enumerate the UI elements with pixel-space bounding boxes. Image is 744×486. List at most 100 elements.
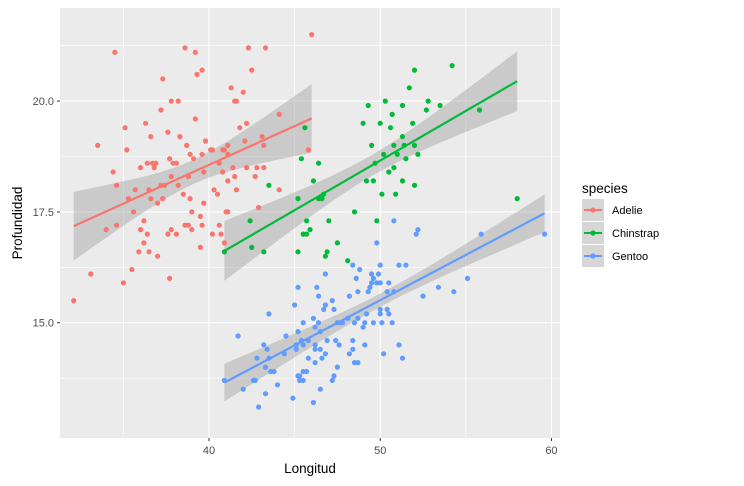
point-adelie	[120, 280, 126, 286]
point-gentoo	[386, 280, 392, 286]
legend: species Adelie Chinstrap Gentoo	[582, 181, 659, 267]
point-adelie	[276, 111, 282, 117]
point-gentoo	[305, 355, 311, 361]
point-gentoo	[399, 355, 406, 361]
point-gentoo	[377, 311, 383, 317]
point-adelie	[141, 218, 147, 224]
point-adelie	[144, 160, 150, 166]
point-adelie	[182, 45, 188, 51]
point-chinstrap	[307, 227, 313, 233]
point-adelie	[194, 71, 200, 78]
point-chinstrap	[351, 209, 358, 215]
legend-point-chinstrap	[590, 230, 596, 236]
point-adelie	[155, 253, 161, 259]
point-chinstrap	[379, 191, 385, 197]
point-chinstrap	[389, 111, 395, 117]
point-adelie	[309, 31, 315, 38]
point-gentoo	[266, 311, 272, 317]
point-gentoo	[355, 315, 361, 321]
point-adelie	[144, 231, 150, 237]
point-chinstrap	[247, 218, 253, 224]
point-chinstrap	[381, 151, 387, 157]
point-chinstrap	[437, 102, 443, 109]
point-adelie	[132, 187, 138, 193]
point-chinstrap	[316, 160, 322, 166]
point-gentoo	[351, 320, 358, 326]
point-gentoo	[310, 315, 316, 321]
point-adelie	[187, 151, 193, 157]
point-chinstrap	[363, 178, 370, 184]
point-chinstrap	[514, 196, 520, 202]
point-adelie	[244, 165, 250, 171]
point-adelie	[221, 147, 227, 153]
point-chinstrap	[266, 182, 272, 188]
point-adelie	[230, 165, 236, 171]
point-adelie	[167, 275, 173, 281]
point-gentoo	[295, 284, 301, 290]
point-chinstrap	[394, 151, 400, 157]
point-adelie	[110, 169, 116, 175]
point-adelie	[137, 227, 144, 233]
point-gentoo	[304, 368, 310, 375]
point-gentoo	[317, 386, 323, 392]
point-adelie	[158, 107, 164, 113]
point-chinstrap	[387, 125, 394, 131]
major-gridlines	[60, 8, 560, 438]
point-gentoo	[300, 377, 306, 383]
point-adelie	[122, 125, 128, 131]
point-gentoo	[240, 386, 246, 392]
fit-line-gentoo	[223, 212, 546, 384]
point-gentoo	[363, 311, 370, 317]
point-chinstrap	[399, 102, 406, 109]
point-adelie	[112, 49, 118, 55]
point-gentoo	[377, 262, 383, 268]
legend-label-gentoo: Gentoo	[612, 251, 648, 263]
point-chinstrap	[302, 125, 308, 131]
point-adelie	[218, 231, 224, 237]
point-chinstrap	[410, 120, 416, 126]
point-gentoo	[264, 346, 270, 352]
point-gentoo	[329, 377, 335, 383]
point-adelie	[261, 142, 267, 148]
y-tick-label: 20.0	[33, 96, 54, 108]
x-tick-label: 40	[203, 445, 215, 457]
point-gentoo	[362, 320, 368, 326]
point-adelie	[254, 165, 260, 171]
point-adelie	[237, 125, 243, 131]
point-gentoo	[350, 346, 356, 352]
x-tick-label: 50	[374, 445, 386, 457]
point-chinstrap	[295, 196, 301, 202]
point-adelie	[214, 191, 221, 197]
point-gentoo	[319, 355, 325, 361]
point-gentoo	[370, 320, 376, 326]
point-adelie	[199, 67, 205, 73]
point-gentoo	[316, 320, 322, 326]
point-chinstrap	[423, 107, 429, 113]
point-gentoo	[374, 240, 380, 246]
point-adelie	[225, 178, 231, 184]
point-adelie	[175, 182, 181, 188]
point-gentoo	[350, 262, 356, 268]
data-points	[71, 31, 548, 410]
point-adelie	[160, 196, 166, 202]
point-gentoo	[252, 377, 258, 383]
point-chinstrap	[304, 231, 310, 237]
point-adelie	[124, 147, 130, 153]
point-chinstrap	[382, 98, 388, 104]
point-adelie	[184, 142, 190, 148]
point-chinstrap	[411, 67, 418, 73]
point-gentoo	[386, 311, 392, 317]
point-adelie	[189, 209, 195, 215]
point-adelie	[143, 120, 149, 126]
point-gentoo	[391, 218, 397, 224]
point-adelie	[168, 173, 174, 180]
point-gentoo	[254, 355, 260, 361]
point-chinstrap	[365, 102, 371, 109]
point-adelie	[95, 142, 101, 148]
point-gentoo	[312, 342, 318, 348]
point-chinstrap	[393, 191, 399, 197]
point-adelie	[233, 187, 239, 193]
point-gentoo	[297, 373, 303, 379]
point-adelie	[199, 151, 205, 157]
point-gentoo	[435, 284, 441, 290]
